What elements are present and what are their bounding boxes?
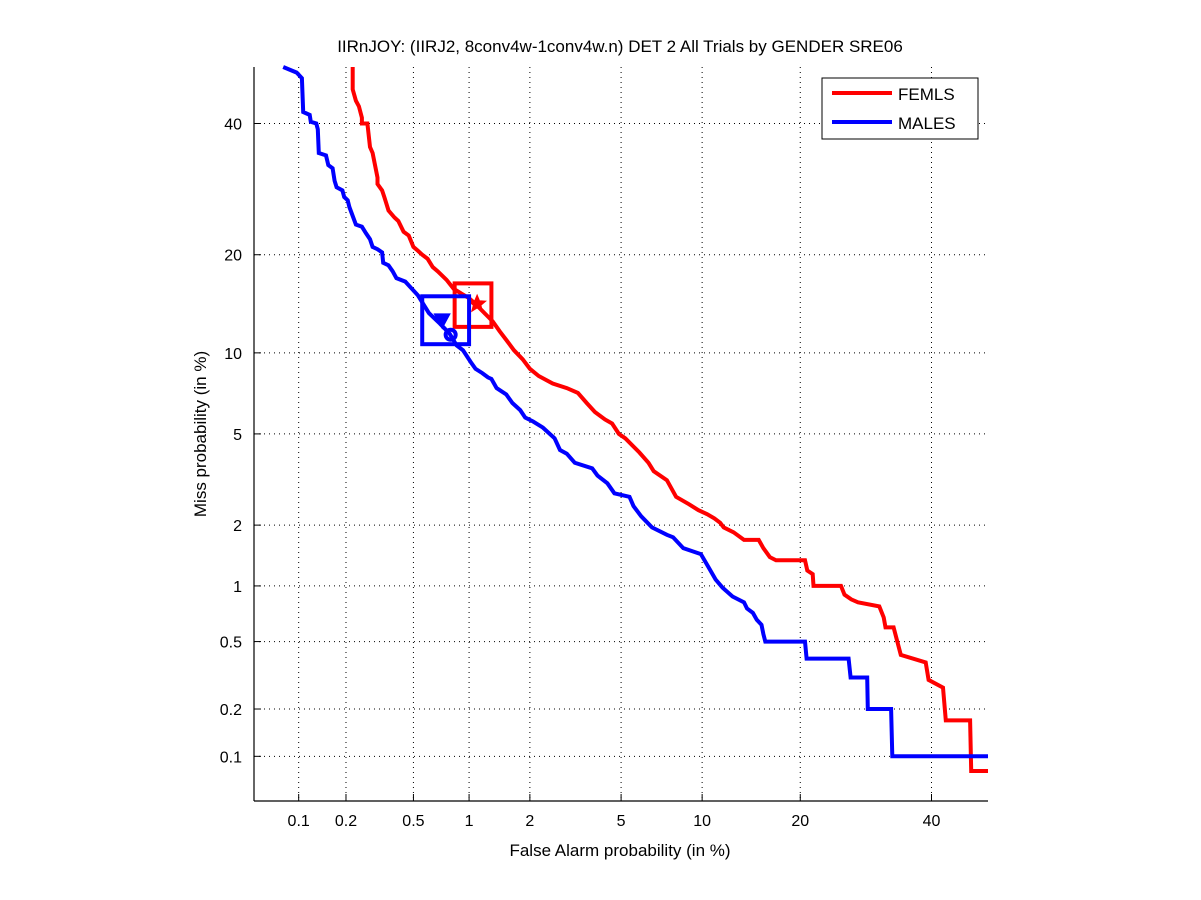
x-tick-label: 0.5 [402,813,424,830]
operating-point-markers [420,281,494,347]
legend-box [821,77,979,140]
y-tick-label: 0.5 [220,635,242,652]
triangle-marker-males [433,313,451,330]
x-tick-label: 2 [525,813,534,830]
series-line-males [282,65,988,759]
x-axis-label: False Alarm probability (in %) [509,841,730,860]
y-tick-label: 0.1 [220,749,242,766]
x-ticks: 0.1 0.2 0.5 1 2 5 10 20 40 [288,794,941,830]
y-tick-label: 10 [224,346,242,363]
y-tick-label: 1 [233,579,242,596]
x-tick-label: 40 [923,813,941,830]
legend-label-males: MALES [898,114,956,133]
x-tick-label: 10 [693,813,711,830]
y-tick-label: 40 [224,117,242,134]
chart-title: IIRnJOY: (IIRJ2, 8conv4w-1conv4w.n) DET … [337,37,903,56]
x-tick-label: 0.1 [288,813,310,830]
x-tick-label: 20 [791,813,809,830]
series-line-femls [350,67,988,773]
x-tick-label: 5 [617,813,626,830]
circle-marker-males [443,327,458,342]
x-tick-label: 0.2 [335,813,357,830]
legend: FEMLS MALES [821,77,979,140]
operating-box-males [420,294,472,347]
y-tick-label: 2 [233,518,242,535]
x-tick-label: 1 [465,813,474,830]
y-tick-label: 0.2 [220,702,242,719]
y-axis-label: Miss probability (in %) [191,351,210,517]
operating-box-femls [452,281,494,329]
curves [282,65,988,773]
legend-label-femls: FEMLS [898,85,955,104]
y-tick-label: 5 [233,427,242,444]
y-tick-label: 20 [224,248,242,265]
y-ticks: 0.1 0.2 0.5 1 2 5 10 20 40 [220,117,261,766]
